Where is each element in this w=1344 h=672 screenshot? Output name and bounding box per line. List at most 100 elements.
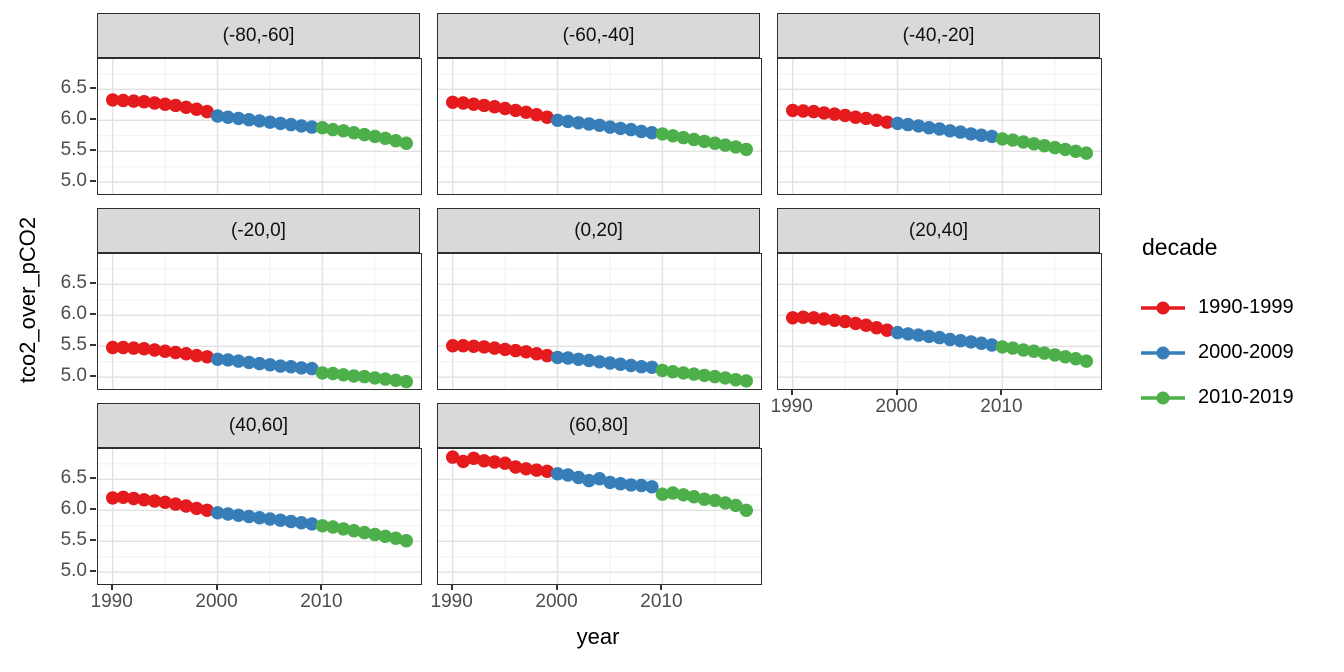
data-point: [456, 96, 470, 110]
data-point: [210, 506, 225, 520]
data-point: [561, 351, 575, 365]
data-point: [1016, 135, 1031, 149]
facet-strip-label: (60,80]: [568, 414, 629, 436]
legend-entry-label: 1990-1999: [1198, 296, 1294, 318]
data-point: [242, 113, 256, 127]
x-tick-mark: [320, 584, 323, 590]
data-point: [231, 508, 246, 522]
facet-strip: (-80,-60]: [97, 13, 420, 58]
y-tick-label: 6.0: [60, 303, 87, 325]
data-point: [708, 493, 722, 508]
data-point: [995, 132, 1010, 146]
data-point: [508, 343, 523, 358]
legend-key-icon: [1141, 301, 1185, 314]
data-point: [242, 355, 256, 370]
data-point: [168, 345, 183, 360]
data-point: [911, 119, 926, 133]
x-tick-mark: [895, 389, 898, 395]
data-point: [263, 512, 277, 526]
data-point: [848, 316, 863, 331]
data-point: [487, 100, 502, 114]
data-point: [263, 115, 277, 129]
data-point: [378, 372, 392, 386]
data-point: [477, 98, 491, 113]
data-point: [603, 356, 617, 370]
data-point: [603, 475, 617, 490]
data-point: [645, 480, 659, 494]
x-tick-mark: [1000, 389, 1003, 395]
y-tick-label: 6.5: [60, 272, 87, 294]
data-point: [315, 519, 330, 533]
data-point: [158, 495, 172, 509]
data-point: [231, 354, 246, 368]
facet-strip: (0,20]: [437, 208, 760, 253]
data-point: [859, 318, 873, 332]
data-point: [901, 117, 915, 132]
data-point: [901, 327, 915, 341]
data-point: [456, 339, 470, 353]
facet-strip-label: (-40,-20]: [902, 24, 975, 46]
facet-panel: [437, 448, 762, 585]
data-point: [498, 456, 512, 470]
data-point: [529, 108, 544, 122]
y-tick-mark: [90, 118, 96, 121]
x-tick-mark: [790, 389, 793, 395]
data-point: [676, 366, 691, 380]
x-axis-title-text: year: [576, 624, 620, 649]
facet-strip: (-60,-40]: [437, 13, 760, 58]
y-tick-label: 6.5: [60, 467, 87, 489]
data-point: [347, 369, 361, 383]
data-point: [687, 490, 701, 504]
data-point: [446, 95, 460, 109]
data-point: [974, 128, 989, 142]
data-point: [1069, 144, 1083, 158]
data-point: [922, 121, 936, 135]
x-tick-mark: [660, 584, 663, 590]
data-point: [943, 332, 957, 347]
data-point: [739, 503, 753, 517]
data-point: [890, 325, 905, 340]
data-point: [592, 472, 607, 486]
x-tick-mark: [450, 584, 453, 590]
facet-strip-label: (-60,-40]: [562, 24, 635, 46]
data-point: [729, 140, 743, 154]
data-point: [561, 114, 575, 129]
data-point: [498, 342, 512, 357]
data-point: [179, 499, 193, 513]
facet-strip-label: (-20,0]: [231, 219, 286, 241]
data-point: [953, 125, 968, 139]
data-point: [540, 464, 554, 478]
data-point: [676, 488, 691, 502]
y-tick-mark: [90, 282, 96, 285]
data-point: [263, 358, 277, 372]
data-point: [624, 122, 638, 137]
data-point: [571, 116, 586, 130]
data-point: [284, 514, 298, 529]
data-point: [827, 107, 842, 121]
data-point: [147, 494, 162, 508]
data-point: [284, 117, 298, 132]
x-tick-label: 2010: [980, 396, 1023, 417]
data-point: [127, 341, 141, 355]
data-point: [127, 94, 141, 108]
data-point: [550, 350, 565, 365]
facet-panel: [437, 253, 762, 390]
data-point: [336, 522, 351, 536]
legend-entry: 1990-1999: [1140, 285, 1294, 330]
data-point: [508, 460, 523, 474]
legend-entry: 2010-2019: [1140, 375, 1294, 420]
legend-key-icon: [1141, 346, 1185, 359]
data-point: [368, 371, 382, 385]
data-point: [116, 490, 130, 504]
data-point: [116, 340, 130, 355]
data-point: [634, 360, 649, 374]
data-point: [807, 104, 821, 119]
y-tick-mark: [90, 149, 96, 152]
data-point: [336, 368, 351, 382]
data-point: [1006, 133, 1020, 147]
data-point: [729, 373, 743, 387]
data-point: [540, 348, 554, 363]
y-tick-label: 5.5: [60, 139, 87, 161]
data-point: [739, 142, 753, 157]
